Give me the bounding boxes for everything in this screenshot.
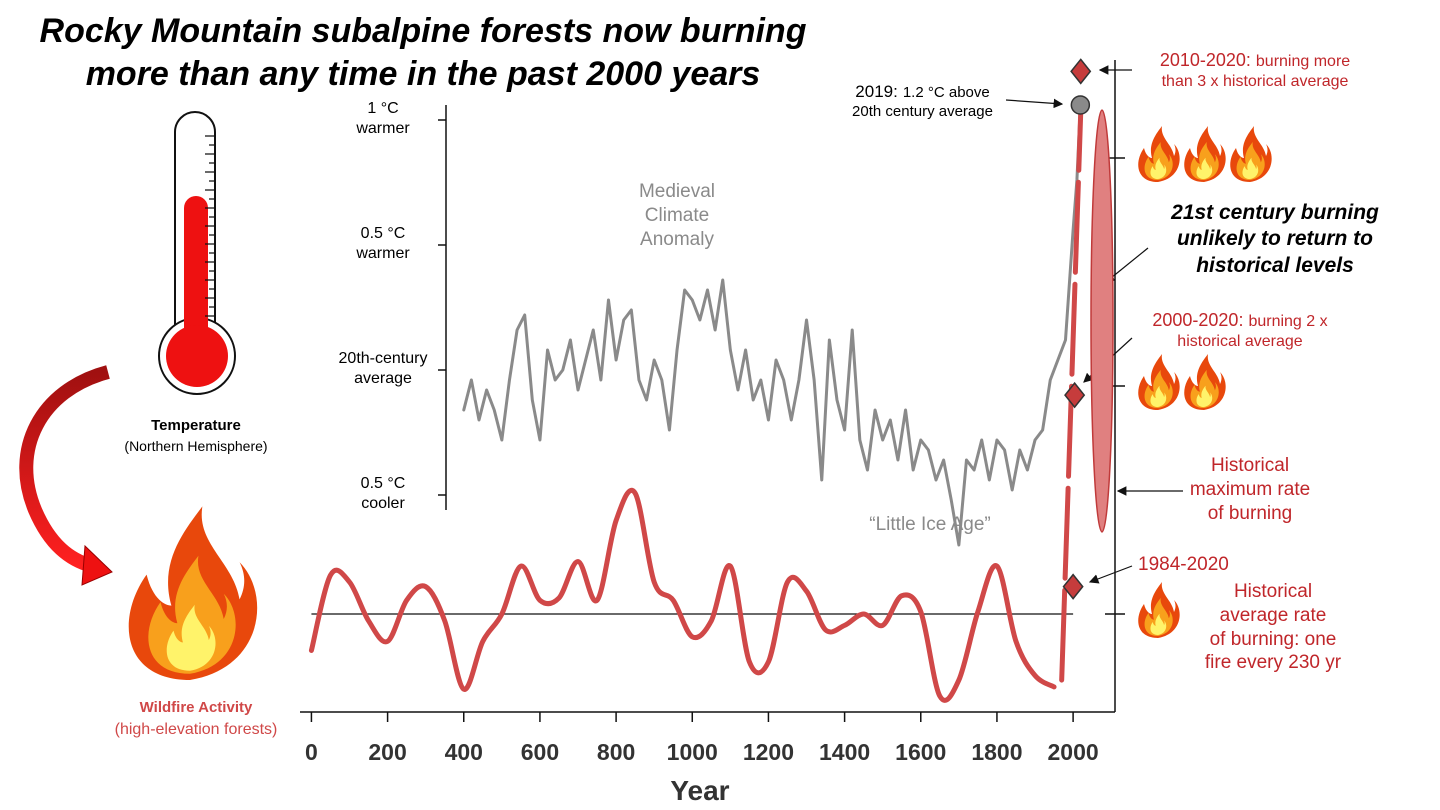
y-tick-label: 1 °C warmer (356, 100, 410, 137)
flame-icon (1184, 126, 1226, 183)
flame-inner (1196, 157, 1213, 180)
x-tick-label: 600 (521, 739, 559, 765)
point-2019-label: 2019: 1.2 °C above 20th century average (800, 81, 1045, 122)
x-tick-label: 200 (368, 739, 406, 765)
point-label: 2019: (855, 82, 898, 101)
flame-inner (1150, 613, 1167, 635)
x-axis-title: Year (670, 775, 730, 806)
x-tick-label: 0 (305, 739, 318, 765)
x-tick-label: 800 (597, 739, 635, 765)
point-2019 (1070, 95, 1091, 115)
temperature-sub: (Northern Hemisphere) (124, 438, 268, 454)
marker-label: 1984-2020 (1138, 554, 1229, 575)
title-line: more than any time in the past 2000 year… (85, 55, 761, 93)
fire-label: Wildfire Activity (139, 699, 253, 716)
historical-max-label: Historical maximum rate of burning (1189, 455, 1311, 524)
marker-label: 2010-2020: burning more than 3 x historic… (1120, 49, 1390, 92)
period-marker (1064, 381, 1086, 409)
flame-icon (1138, 354, 1180, 410)
flame-icon (1138, 581, 1180, 638)
flame-inner (1196, 385, 1213, 407)
flame-icon (128, 506, 258, 680)
flame-inner (166, 604, 216, 671)
marker-detail: burning 2 x historical average (1177, 313, 1328, 350)
flame-inner (1150, 385, 1167, 407)
x-tick-label: 1000 (667, 739, 718, 765)
little-ice-age-label: “Little Ice Age” (869, 514, 991, 535)
fire-line (308, 488, 1057, 703)
y-tick-label: 20th-century average (338, 350, 428, 387)
point-detail: 1.2 °C above 20th century average (852, 84, 993, 120)
x-tick-label: 400 (445, 739, 483, 765)
x-tick-label: 1400 (819, 739, 870, 765)
thermometer (158, 111, 236, 395)
medieval-label: Medieval Climate Anomaly (638, 181, 716, 250)
x-tick-label: 1200 (743, 739, 794, 765)
title-line: Rocky Mountain subalpine forests now bur… (39, 12, 807, 50)
y-tick-label: 0.5 °C cooler (360, 475, 406, 512)
flame-icon (1230, 126, 1272, 183)
temperature-label: Temperature (151, 417, 241, 434)
y-tick-label: 0.5 °C warmer (356, 225, 410, 262)
historical-average-label: Historical average rate of burning: one … (1204, 581, 1342, 674)
x-tick-label: 1800 (971, 739, 1022, 765)
x-tick-label: 2000 (1048, 739, 1099, 765)
projection-label: 21st century burning unlikely to return … (1171, 201, 1379, 277)
flame-inner (1242, 157, 1259, 180)
period-marker (1070, 58, 1092, 85)
x-tick-label: 1600 (895, 739, 946, 765)
title: Rocky Mountain subalpine forests now bur… (0, 10, 846, 96)
marker-label: 2000-2020: burning 2 x historical average (1115, 309, 1365, 352)
marker-period: 2000-2020: (1152, 310, 1244, 330)
flame-icon (1138, 126, 1180, 183)
marker-detail: burning more than 3 x historical average (1161, 53, 1351, 90)
curved-arrow (19, 365, 113, 586)
fire-sub: (high-elevation forests) (114, 721, 278, 738)
period-marker (1062, 573, 1084, 600)
flame-inner (1150, 157, 1167, 180)
marker-period: 2010-2020: (1159, 50, 1251, 70)
flame-icon (1184, 354, 1226, 410)
temperature-line (462, 103, 1082, 547)
projection-range (1090, 109, 1114, 533)
